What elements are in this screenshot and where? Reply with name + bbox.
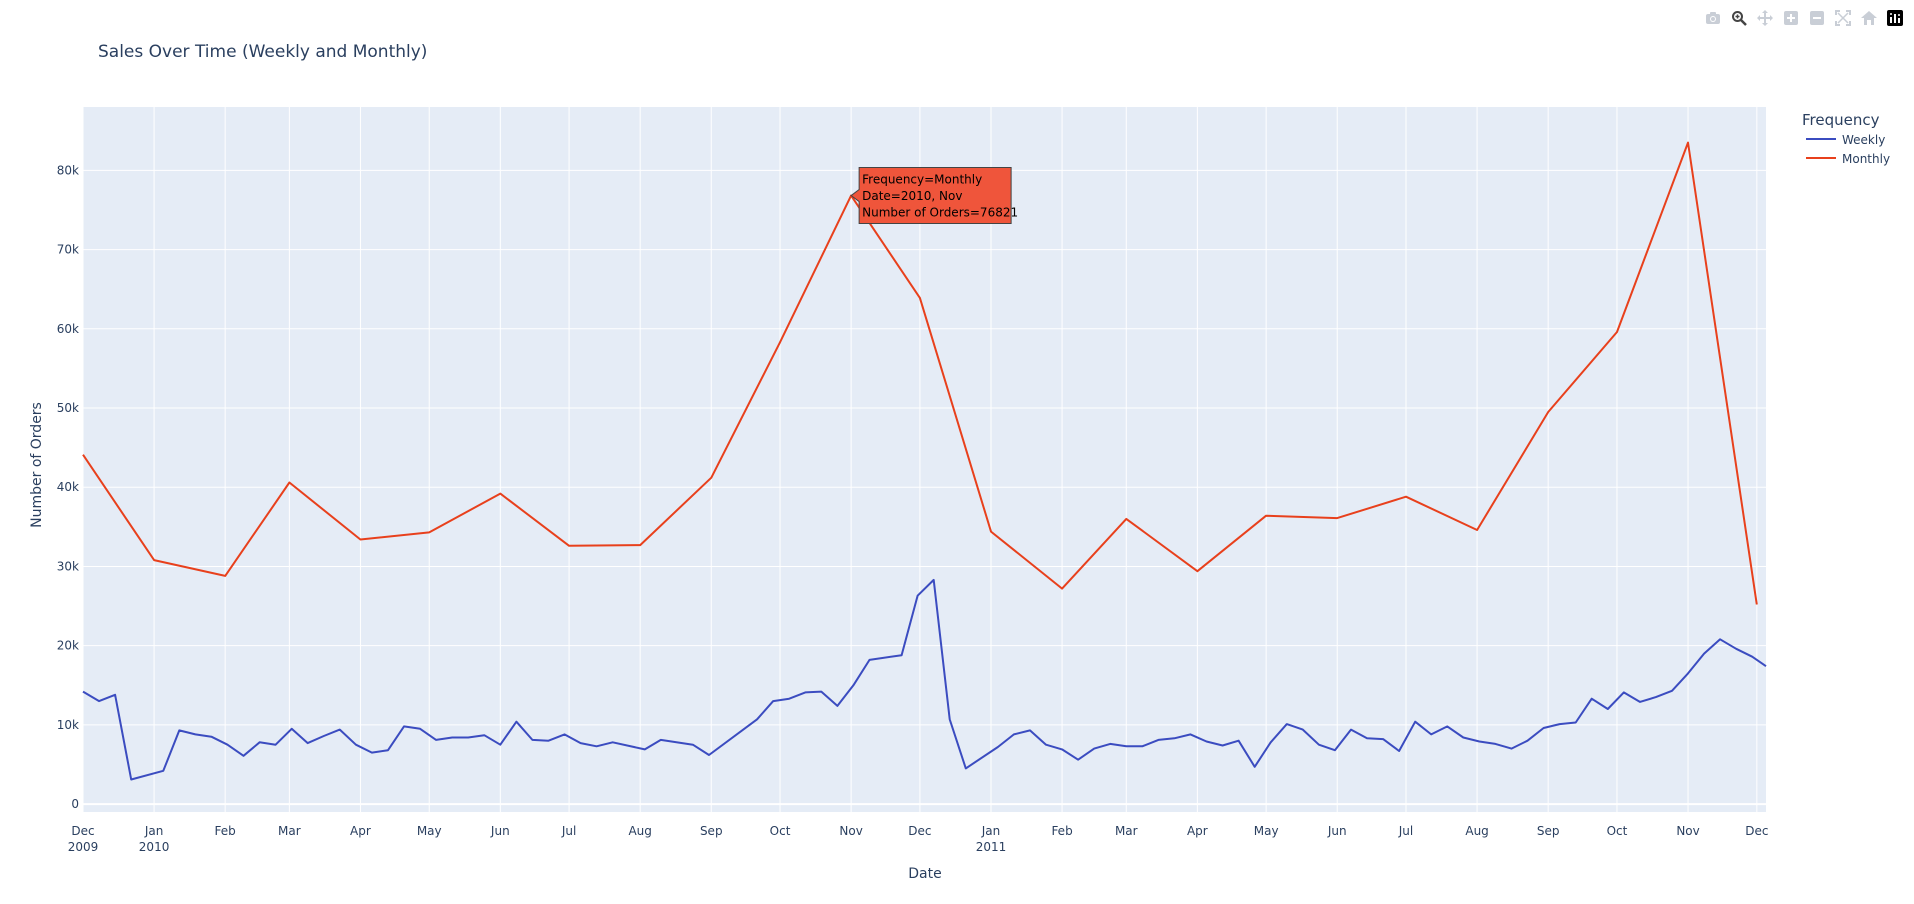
- x-tick-label: Dec: [1745, 824, 1768, 838]
- x-tick-label: Oct: [1607, 824, 1628, 838]
- hover-line-date: Date=2010, Nov: [862, 189, 962, 203]
- legend-item-weekly[interactable]: Weekly: [1806, 133, 1885, 147]
- zoom-out-icon[interactable]: [1808, 9, 1826, 27]
- pan-icon[interactable]: [1756, 9, 1774, 27]
- y-tick-label: 50k: [57, 401, 79, 415]
- x-tick-label: Aug: [1465, 824, 1488, 838]
- x-tick-label: Oct: [770, 824, 791, 838]
- y-tick-label: 70k: [57, 243, 79, 257]
- chart-title: Sales Over Time (Weekly and Monthly): [98, 42, 427, 62]
- y-tick-label: 80k: [57, 163, 79, 177]
- x-tick-label: Jun: [1327, 824, 1347, 838]
- y-tick-label: 40k: [57, 480, 79, 494]
- legend-label-weekly: Weekly: [1842, 133, 1885, 147]
- autoscale-icon[interactable]: [1834, 9, 1852, 27]
- x-tick-label: Feb: [1051, 824, 1072, 838]
- legend-title: Frequency: [1802, 111, 1880, 129]
- y-axis-label: Number of Orders: [29, 402, 45, 528]
- x-tick-label: Sep: [1537, 824, 1560, 838]
- zoom-icon[interactable]: [1730, 9, 1748, 27]
- x-tick-label: Apr: [350, 824, 371, 838]
- x-tick-label: Nov: [1676, 824, 1699, 838]
- x-tick-label: Nov: [839, 824, 862, 838]
- x-tick-label: Dec: [908, 824, 931, 838]
- hover-box: [850, 167, 1012, 225]
- zoom-in-icon[interactable]: [1782, 9, 1800, 27]
- x-axis-ticks: Dec 2009 Jan 2010 Feb Mar Apr May Jun Jul Aug Sep Oc…: [68, 824, 1769, 854]
- x-tick-year-label: 2011: [976, 840, 1007, 854]
- x-axis-label: Date: [908, 866, 941, 882]
- y-tick-label: 20k: [57, 639, 79, 653]
- x-tick-label: Jun: [490, 824, 510, 838]
- x-tick-year-label: 2009: [68, 840, 99, 854]
- x-tick-label: Feb: [215, 824, 236, 838]
- legend-label-monthly: Monthly: [1842, 152, 1890, 166]
- y-tick-label: 0: [71, 797, 79, 811]
- y-tick-label: 60k: [57, 322, 79, 336]
- plot-area[interactable]: [83, 107, 1766, 812]
- y-tick-label: 30k: [57, 559, 79, 573]
- x-tick-label: Sep: [700, 824, 723, 838]
- hover-line-frequency: Frequency=Monthly: [862, 173, 982, 187]
- x-tick-label: Mar: [278, 824, 301, 838]
- hover-tooltip: Frequency=Monthly Date=2010, Nov Number …: [850, 167, 1018, 225]
- x-tick-label: Jul: [561, 824, 576, 838]
- x-tick-label: May: [1254, 824, 1279, 838]
- x-tick-label: Jul: [1398, 824, 1413, 838]
- legend: Frequency Weekly Monthly: [1802, 111, 1890, 166]
- series-layer: [82, 141, 1767, 781]
- series-line-weekly[interactable]: [82, 578, 1767, 781]
- x-tick-year-label: 2010: [139, 840, 170, 854]
- x-tick-label: Jan: [144, 824, 164, 838]
- x-tick-label: Apr: [1187, 824, 1208, 838]
- x-tick-label: Mar: [1115, 824, 1138, 838]
- y-axis-ticks: 0 10k 20k 30k 40k 50k 60k 70k 80k: [57, 163, 79, 811]
- series-line-monthly[interactable]: [82, 141, 1758, 605]
- plotly-logo-icon[interactable]: [1886, 9, 1904, 27]
- x-tick-label: Aug: [628, 824, 651, 838]
- modebar: [1704, 9, 1904, 27]
- reset-axes-icon[interactable]: [1860, 9, 1878, 27]
- x-tick-label: Dec: [71, 824, 94, 838]
- legend-item-monthly[interactable]: Monthly: [1806, 152, 1890, 166]
- grid: [82, 107, 1766, 812]
- x-tick-label: Jan: [981, 824, 1001, 838]
- y-tick-label: 10k: [57, 718, 79, 732]
- x-tick-label: May: [417, 824, 442, 838]
- camera-icon[interactable]: [1704, 9, 1722, 27]
- hover-line-orders: Number of Orders=76821: [862, 206, 1018, 220]
